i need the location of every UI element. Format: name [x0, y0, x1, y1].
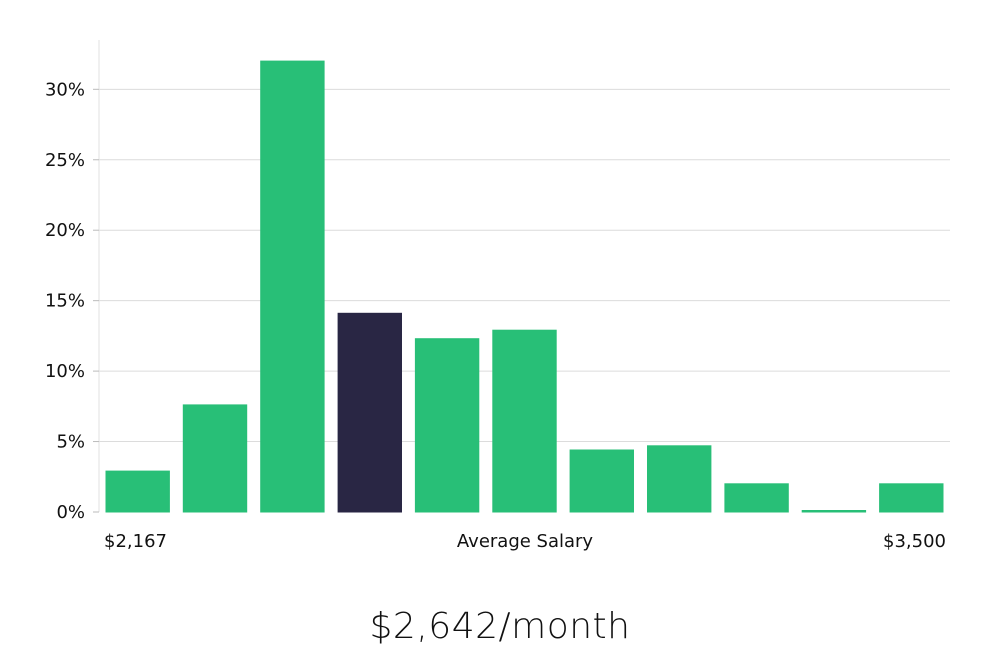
x-start-label: $2,167	[104, 531, 167, 552]
histogram-bar	[492, 329, 557, 513]
y-tick-label: 15%	[45, 291, 85, 312]
salary-histogram: 0% 5% 10% 15% 20% 25% 30% $2,167 Average Salar…	[45, 40, 950, 552]
y-tick-label: 25%	[45, 150, 85, 171]
histogram-bar	[182, 404, 248, 513]
histogram-bar	[105, 470, 170, 513]
x-end-label: $3,500	[883, 531, 946, 552]
y-tick-label: 5%	[56, 432, 85, 453]
histogram-bar	[879, 483, 944, 513]
y-tick-layer: 0% 5% 10% 15% 20% 25% 30%	[45, 79, 99, 523]
bar-layer	[105, 60, 944, 513]
histogram-bar	[801, 510, 867, 513]
y-tick-label: 20%	[45, 220, 85, 241]
y-tick-label: 30%	[45, 79, 85, 100]
x-axis-title: Average Salary	[457, 531, 594, 552]
histogram-bar-highlight	[337, 312, 403, 513]
histogram-bar	[414, 338, 480, 513]
histogram-bar	[647, 445, 712, 513]
histogram-bar	[724, 483, 789, 513]
y-tick-label: 0%	[56, 502, 85, 523]
histogram-bar	[569, 449, 634, 513]
average-salary-headline: $2,642/month	[369, 606, 631, 647]
grid-layer	[99, 88, 950, 443]
y-tick-label: 10%	[45, 361, 85, 382]
histogram-bar	[260, 60, 325, 513]
